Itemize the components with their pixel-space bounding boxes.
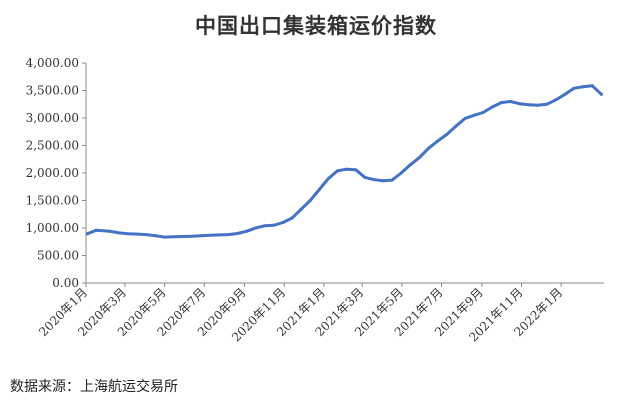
data-point (499, 101, 503, 105)
data-point (527, 103, 531, 107)
data-point (436, 139, 440, 143)
data-point (508, 100, 512, 103)
data-point (126, 232, 130, 236)
y-tick-label: 2,000.00 (26, 166, 79, 180)
data-point (117, 231, 121, 235)
data-point (445, 133, 449, 136)
data-point (336, 169, 339, 173)
x-axis: 2020年1月2020年3月2020年5月2020年7月2020年9月2020年… (36, 282, 604, 344)
data-point (163, 235, 167, 239)
y-axis: 0.00 500.00 1,000.00 1,500.00 2,000.00 2,500.… (26, 56, 87, 290)
data-point (490, 105, 494, 109)
data-point (299, 207, 303, 211)
data-point (326, 177, 330, 180)
data-point (217, 233, 221, 237)
data-point (472, 113, 476, 117)
data-point (518, 102, 521, 106)
data-point (135, 232, 139, 236)
data-point (94, 228, 98, 232)
y-tick-label: 3,500.00 (26, 84, 79, 98)
data-point (572, 86, 576, 90)
series-line (85, 84, 603, 239)
data-point (199, 234, 203, 238)
y-tick-label: 500.00 (37, 249, 79, 263)
data-point (599, 92, 603, 96)
data-point (190, 234, 194, 238)
data-point (226, 233, 230, 237)
y-tick-label: 3,000.00 (26, 111, 79, 125)
data-point (381, 179, 385, 183)
data-point (245, 229, 248, 233)
data-point (85, 232, 89, 236)
data-point (399, 171, 403, 175)
data-point (235, 232, 239, 235)
data-point (363, 175, 367, 179)
data-point (463, 117, 467, 120)
data-point (417, 156, 421, 160)
data-point (590, 84, 594, 88)
y-tick-label: 1,000.00 (26, 221, 79, 235)
data-point (254, 226, 258, 230)
data-point (290, 216, 294, 220)
data-point (144, 233, 148, 237)
chart-title: 中国出口集装箱运价指数 (195, 13, 437, 38)
data-point (554, 98, 558, 102)
data-point (208, 233, 212, 237)
source-note: 数据来源：上海航运交易所 (10, 379, 178, 395)
data-point (481, 111, 485, 114)
data-point (372, 178, 376, 182)
data-point (581, 85, 585, 89)
data-point (545, 102, 549, 106)
y-tick-label: 1,500.00 (26, 194, 79, 208)
series-layer (85, 84, 603, 239)
data-point (263, 224, 267, 228)
data-point (317, 188, 321, 191)
data-point (154, 234, 157, 238)
y-tick-label: 2,500.00 (26, 139, 79, 153)
data-point (345, 167, 349, 171)
data-point (454, 124, 458, 128)
data-point (408, 163, 412, 167)
data-point (563, 92, 567, 96)
y-tick-label: 4,000.00 (26, 56, 79, 70)
data-point (272, 223, 276, 227)
data-point (181, 235, 185, 238)
data-point (172, 235, 176, 239)
data-point (354, 168, 358, 172)
data-point (308, 199, 312, 202)
data-point (390, 178, 394, 182)
data-point (536, 103, 540, 107)
data-point (108, 229, 112, 233)
y-tick-label: 0.00 (52, 276, 79, 290)
data-point (427, 146, 430, 150)
data-point (281, 221, 285, 224)
